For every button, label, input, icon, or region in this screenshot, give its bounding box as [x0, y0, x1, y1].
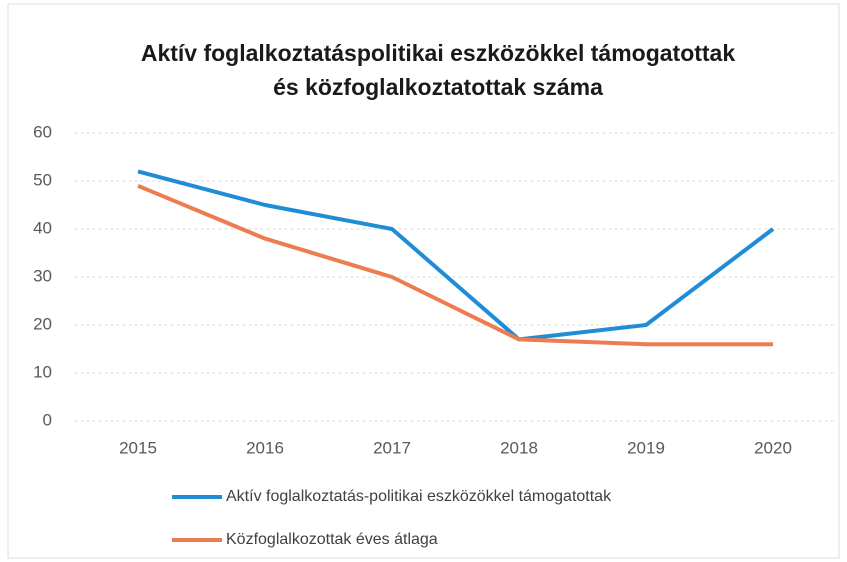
chart-title: Aktív foglalkoztatáspolitikai eszközökke…	[141, 40, 736, 66]
y-tick-label: 20	[33, 314, 52, 333]
chart-title: és közfoglalkoztatottak száma	[273, 74, 603, 100]
x-tick-label: 2017	[373, 438, 411, 457]
y-tick-label: 60	[33, 122, 52, 141]
y-tick-label: 10	[33, 362, 52, 381]
x-tick-label: 2020	[754, 438, 792, 457]
y-tick-label: 40	[33, 218, 52, 237]
y-tick-label: 0	[43, 410, 52, 429]
x-tick-label: 2018	[500, 438, 538, 457]
y-tick-label: 50	[33, 170, 52, 189]
legend-label: Közfoglalkozottak éves átlaga	[226, 531, 438, 548]
x-tick-label: 2019	[627, 438, 665, 457]
x-tick-label: 2015	[119, 438, 157, 457]
chart-frame	[7, 3, 840, 559]
legend-label: Aktív foglalkoztatás-politikai eszközökk…	[226, 488, 612, 505]
y-tick-label: 30	[33, 266, 52, 285]
series-line	[137, 183, 773, 347]
series-line	[137, 169, 775, 342]
x-tick-label: 2016	[246, 438, 284, 457]
